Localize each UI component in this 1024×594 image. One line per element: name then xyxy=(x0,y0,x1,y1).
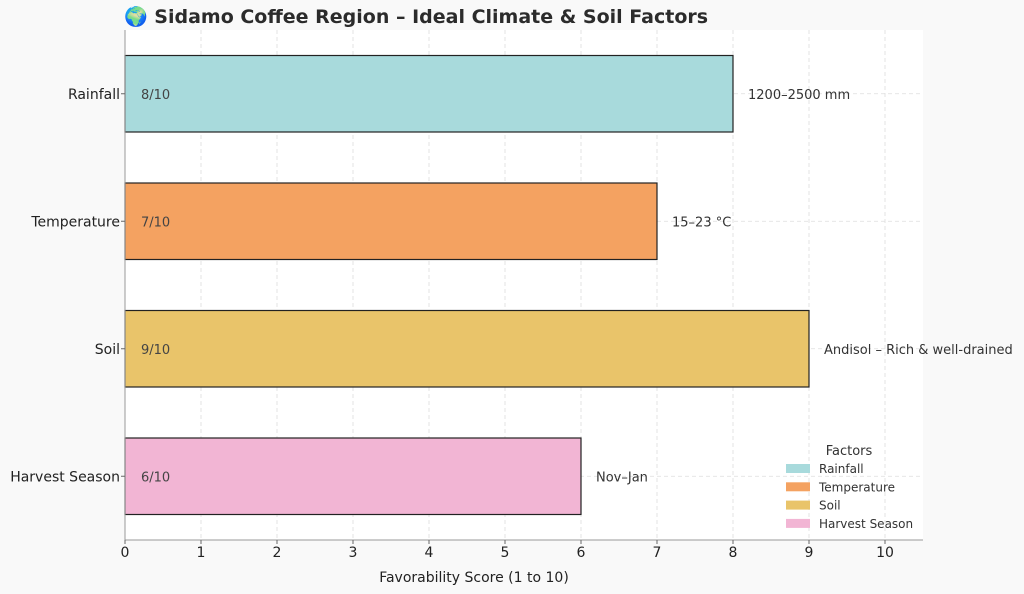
y-tick-label: Harvest Season xyxy=(10,469,120,485)
x-tick-label: 2 xyxy=(273,545,282,561)
x-tick-label: 7 xyxy=(653,545,662,561)
bar-value-label: 8/10 xyxy=(141,88,170,103)
x-tick-label: 9 xyxy=(805,545,814,561)
x-tick-label: 6 xyxy=(577,545,586,561)
x-tick-label: 4 xyxy=(425,545,434,561)
x-tick-label: 1 xyxy=(197,545,206,561)
bar-harvest-season xyxy=(124,437,582,516)
legend-entry: Soil xyxy=(819,499,841,513)
legend-entry: Temperature xyxy=(818,480,895,494)
legend-swatch xyxy=(786,464,810,473)
x-tick-labels: 0 1 2 3 4 5 6 7 8 9 10 xyxy=(121,540,894,561)
x-tick-label: 5 xyxy=(501,545,510,561)
bar-detail-label: 15–23 °C xyxy=(672,215,731,230)
legend-swatch xyxy=(786,500,810,510)
bar-detail-label: Nov–Jan xyxy=(596,470,648,485)
x-tick-label: 3 xyxy=(349,545,358,561)
bar-value-label: 9/10 xyxy=(141,343,170,358)
chart-title: 🌍 Sidamo Coffee Region – Ideal Climate &… xyxy=(124,5,708,28)
bar-detail-label: Andisol – Rich & well-drained xyxy=(824,343,1013,358)
y-tick-label: Rainfall xyxy=(68,87,120,103)
x-tick-label: 0 xyxy=(121,545,130,561)
bar-value-label: 7/10 xyxy=(141,215,170,230)
x-axis-label: Favorability Score (1 to 10) xyxy=(379,570,569,586)
bar-value-label: 6/10 xyxy=(141,470,170,485)
bars: 8/10 1200–2500 mm 7/10 15–23 °C 9/10 Andisol … xyxy=(124,54,1013,516)
legend-entry: Harvest Season xyxy=(819,517,913,531)
legend-entry: Rainfall xyxy=(819,462,864,476)
axes xyxy=(124,30,923,541)
bar-temperature xyxy=(124,182,658,261)
bar-detail-label: 1200–2500 mm xyxy=(748,88,850,103)
y-tick-labels: Rainfall Temperature Soil Harvest Season xyxy=(10,87,125,485)
legend: Factors Rainfall Temperature Soil Harvest Se… xyxy=(786,444,913,531)
legend-swatch xyxy=(786,518,810,528)
bar-rainfall xyxy=(124,54,734,133)
x-tick-label: 10 xyxy=(876,545,894,561)
y-tick-label: Temperature xyxy=(30,214,120,230)
legend-swatch xyxy=(786,482,810,492)
bar-soil xyxy=(124,309,810,388)
legend-title: Factors xyxy=(826,444,873,459)
y-tick-label: Soil xyxy=(95,342,120,358)
x-tick-label: 8 xyxy=(729,545,738,561)
